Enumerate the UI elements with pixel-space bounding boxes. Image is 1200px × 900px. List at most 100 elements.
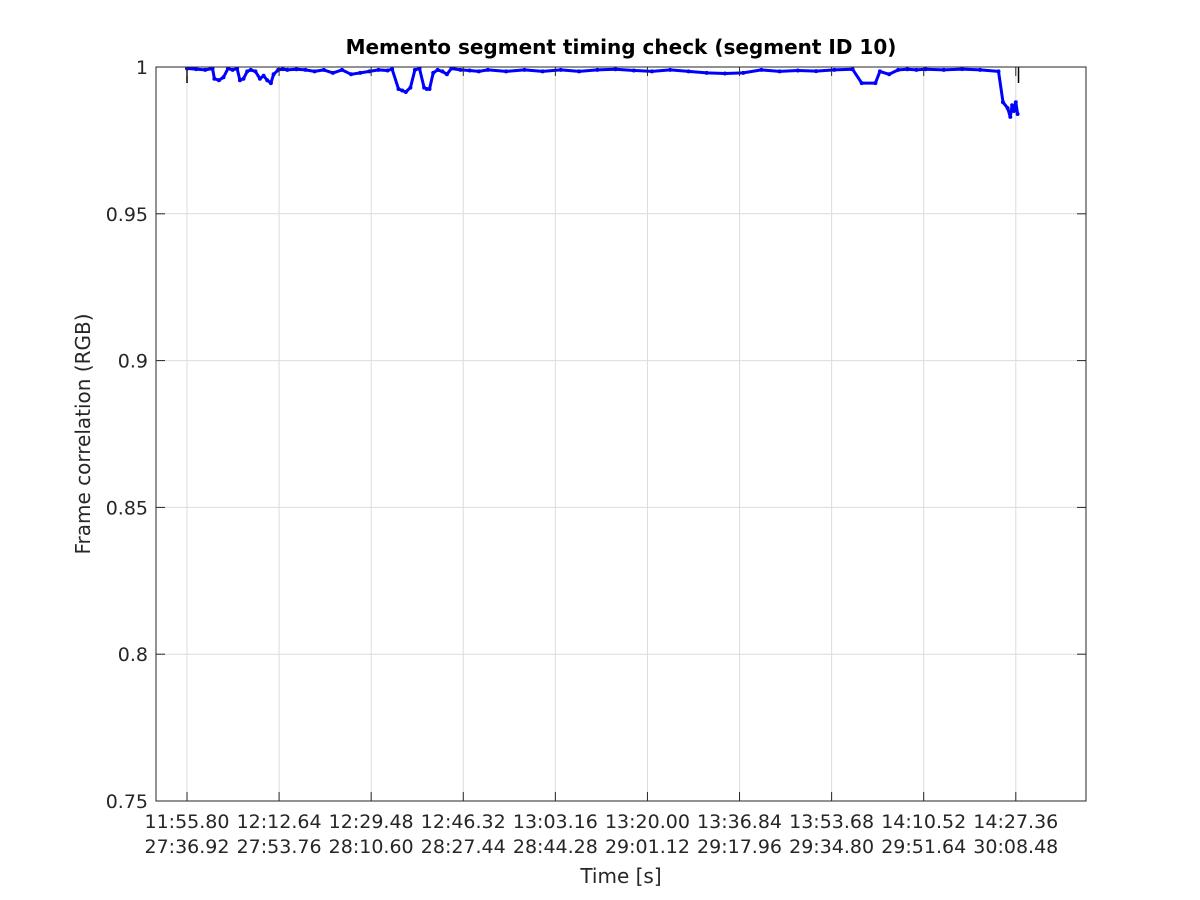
data-point <box>887 72 892 77</box>
data-point <box>444 72 449 77</box>
y-tick-label: 0.75 <box>106 791 148 813</box>
data-point <box>859 81 864 86</box>
data-point <box>431 70 436 75</box>
x-tick-label: 28:10.60 <box>329 836 414 858</box>
data-point <box>905 67 910 72</box>
y-tick-label: 0.95 <box>106 204 148 226</box>
x-tick-label: 29:34.80 <box>789 836 874 858</box>
data-point <box>440 69 445 74</box>
data-point <box>722 71 727 76</box>
data-point <box>241 76 246 81</box>
data-point <box>668 67 673 72</box>
data-point <box>358 70 363 75</box>
data-point <box>271 72 276 77</box>
y-tick-labels: 0.75 0.8 0.85 0.9 0.95 1 <box>106 57 148 813</box>
data-point <box>376 67 381 72</box>
data-point <box>237 78 242 83</box>
data-point <box>1012 109 1016 113</box>
data-point <box>485 67 490 72</box>
data-point <box>248 67 253 72</box>
y-tick-label: 0.85 <box>106 497 148 519</box>
data-point <box>458 67 463 72</box>
data-point <box>1001 100 1005 105</box>
x-tick-label: 13:36.84 <box>697 811 782 833</box>
data-point <box>877 69 882 74</box>
x-tick-label: 27:53.76 <box>237 836 322 858</box>
data-point <box>577 69 582 74</box>
y-tick-label: 1 <box>136 57 148 79</box>
data-point <box>408 85 413 90</box>
data-point <box>522 67 527 72</box>
x-tick-label: 14:27.36 <box>973 811 1058 833</box>
data-point <box>595 67 600 72</box>
data-point <box>1005 106 1010 111</box>
data-point <box>294 67 299 72</box>
data-point <box>832 67 837 72</box>
data-point <box>631 68 636 73</box>
data-point <box>1008 114 1013 119</box>
x-tick-label: 29:51.64 <box>881 836 966 858</box>
data-point <box>230 67 235 72</box>
data-point <box>650 69 654 74</box>
data-point <box>850 67 855 72</box>
x-tick-label: 14:10.52 <box>881 811 966 833</box>
data-point <box>330 70 335 75</box>
data-point <box>873 81 878 86</box>
data-point <box>996 69 1001 74</box>
x-tick-label: 12:46.32 <box>421 811 506 833</box>
y-tick-label: 0.9 <box>118 351 148 373</box>
data-point <box>795 68 800 73</box>
x-tick-label: 12:12.64 <box>237 811 322 833</box>
data-point <box>385 68 390 73</box>
x-tick-label: 30:08.48 <box>973 836 1058 858</box>
data-point <box>261 73 266 78</box>
data-point <box>340 67 344 72</box>
data-point <box>1013 100 1018 105</box>
x-tick-label: 29:01.12 <box>605 836 690 858</box>
data-point <box>253 69 258 74</box>
tick-marks <box>156 66 1086 802</box>
chart-title: Memento segment timing check (segment ID… <box>346 35 897 59</box>
y-axis-label: Frame correlation (RGB) <box>71 313 95 554</box>
data-point <box>400 88 405 93</box>
data-point <box>268 81 273 86</box>
x-axis-label: Time [s] <box>579 864 661 888</box>
x-tick-label: 28:44.28 <box>513 836 598 858</box>
data-point <box>686 69 691 74</box>
x-tick-label: 29:17.96 <box>697 836 782 858</box>
plot-area <box>156 67 1086 801</box>
data-point <box>558 67 563 72</box>
data-point <box>923 67 928 72</box>
data-point <box>194 67 199 72</box>
data-point <box>741 70 746 75</box>
data-point <box>896 67 901 72</box>
data-point <box>476 69 481 74</box>
data-point <box>978 67 983 72</box>
data-point <box>504 69 509 74</box>
data-point <box>777 69 782 74</box>
data-point <box>257 76 262 81</box>
data-point <box>540 69 545 74</box>
data-point <box>941 67 946 72</box>
data-point <box>216 78 221 83</box>
data-point <box>203 67 208 72</box>
data-point <box>280 67 285 72</box>
data-point <box>285 67 290 72</box>
axes-box <box>155 66 1087 802</box>
x-tick-label: 12:29.48 <box>329 811 414 833</box>
series-layer <box>185 66 1020 119</box>
x-tick-label: 27:36.92 <box>145 836 230 858</box>
data-point <box>245 69 250 74</box>
data-point <box>704 70 709 75</box>
data-point <box>814 69 819 74</box>
data-point <box>276 67 281 72</box>
data-point <box>367 69 372 74</box>
x-tick-label: 28:27.44 <box>421 836 506 858</box>
data-point <box>412 67 417 72</box>
data-point <box>265 78 270 83</box>
data-point <box>312 69 317 74</box>
data-point <box>613 67 618 72</box>
data-point <box>1015 112 1020 116</box>
data-point <box>221 75 226 80</box>
